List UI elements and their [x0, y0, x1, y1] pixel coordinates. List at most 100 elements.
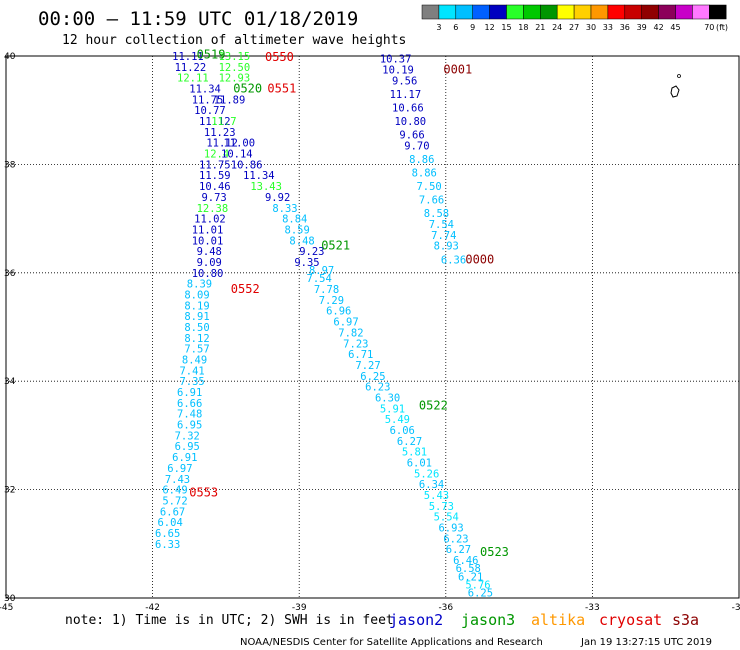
lat-tick-label: 30 [4, 594, 16, 604]
wave-height-label: 12.11 [177, 73, 209, 85]
colorbar-swatch [624, 4, 642, 20]
wave-height-label: 5.72 [162, 495, 187, 507]
wave-height-label: 8.48 [289, 235, 314, 247]
colorbar-swatch [472, 4, 490, 20]
pass-time-label: 0519 [197, 47, 226, 61]
colorbar-label: 12 [485, 23, 495, 32]
pass-time-label: 0520 [233, 82, 262, 96]
wave-height-label: 11.75 [192, 94, 224, 106]
legend-jason2: jason2 [389, 611, 443, 629]
wave-height-label: 7.50 [416, 181, 441, 193]
wave-height-label: 8.49 [182, 355, 207, 367]
wave-height-label: 11.11 [172, 51, 204, 63]
wave-height-label: 8.50 [184, 322, 209, 334]
wave-height-label: 7.78 [314, 284, 339, 296]
wave-height-label: 7.82 [338, 327, 363, 339]
pass-time-label: 0523 [480, 545, 509, 559]
wave-height-label: 6.36 [441, 254, 466, 266]
wave-height-label: 8.86 [412, 168, 437, 180]
wave-height-label: 10.19 [382, 65, 414, 77]
wave-height-label: 7.32 [175, 430, 200, 442]
colorbar-label: 9 [470, 23, 475, 32]
wave-height-label: 11.12 [199, 116, 231, 128]
track-west-descending: 13.1512.5012.9311.8911.711.0010.1410.861… [211, 51, 493, 600]
wave-height-label: 9.23 [299, 246, 324, 258]
colorbar-label: 45 [670, 23, 680, 32]
wave-height-label: 12.4 [204, 149, 229, 161]
wave-height-label: 5.91 [380, 403, 405, 415]
colorbar-swatch [658, 4, 676, 20]
wave-height-label: 11.89 [214, 94, 246, 106]
wave-height-tracks: 11.1111.2212.1111.3411.7510.7711.1211.23… [155, 51, 493, 600]
lon-tick-label: -45 [0, 603, 13, 613]
wave-height-label: 7.23 [343, 338, 368, 350]
wave-height-label: 8.84 [282, 214, 307, 226]
island-shape [670, 85, 680, 98]
wave-height-label: 10.80 [192, 268, 224, 280]
wave-height-label: 6.23 [443, 533, 468, 545]
pass-time-label: 0000 [465, 252, 494, 266]
wave-height-label: 8.33 [272, 203, 297, 215]
wave-height-label: 7.74 [431, 230, 456, 242]
wave-height-label: 11.17 [390, 89, 422, 101]
colorbar-swatch [489, 4, 507, 20]
colorbar-swatch [556, 4, 575, 20]
colorbar-label: 21 [535, 23, 545, 32]
lat-tick-label: 34 [4, 377, 16, 387]
wave-height-label: 6.33 [155, 539, 180, 551]
lon-tick-label: -42 [145, 603, 160, 613]
wave-height-label: 9.48 [197, 246, 222, 258]
wave-height-label: 12.50 [219, 62, 251, 74]
pass-time-labels: 0519 0550 0001 0520 0551 0521 0000 0552 0522 0553… [189, 47, 509, 559]
wave-height-label: 6.01 [407, 458, 432, 470]
wave-height-label: 6.95 [175, 441, 200, 453]
wave-height-label: 10.66 [392, 102, 424, 114]
wave-height-label: 11.75 [199, 159, 231, 171]
wave-height-label: 7.54 [307, 273, 332, 285]
wave-height-label: 11.7 [211, 116, 236, 128]
legend-cryosat: cryosat [599, 611, 662, 629]
colorbar-swatch [455, 4, 473, 20]
wave-height-label: 6.71 [348, 349, 373, 361]
pass-time-label: 0521 [321, 239, 350, 253]
colorbar-swatch [540, 4, 558, 20]
islet-shape [677, 74, 681, 78]
pass-time-label: 0553 [189, 485, 218, 499]
lon-tick-label: -39 [292, 603, 307, 613]
lon-tick-label: -30 [732, 603, 740, 613]
colorbar-swatch [438, 4, 457, 20]
colorbar: 3 6 9 12 15 18 21 24 27 30 33 36 39 42 45 70 [421, 4, 727, 32]
colorbar-swatch [709, 4, 727, 20]
colorbar-unit: (ft) [716, 23, 728, 32]
colorbar-swatch [573, 4, 592, 20]
wave-height-label: 10.01 [192, 235, 224, 247]
legend-jason3: jason3 [461, 611, 515, 629]
legend-note: note: 1) Time is in UTC; 2) SWH is in fe… [65, 613, 394, 628]
wave-height-label: 10.80 [394, 116, 426, 128]
wave-height-label: 6.23 [365, 382, 390, 394]
wave-height-label: 12.38 [197, 203, 229, 215]
wave-height-label: 9.09 [197, 257, 222, 269]
colorbar-label: 70 [704, 23, 714, 32]
wave-height-label: 11.00 [223, 138, 255, 150]
wave-height-label: 11.34 [243, 170, 275, 182]
legend-altika: altika [531, 611, 585, 629]
wave-height-label: 6.95 [177, 420, 202, 432]
wave-height-label: 6.96 [326, 306, 351, 318]
wave-height-label: 5.49 [385, 414, 410, 426]
lat-tick-label: 40 [4, 52, 16, 62]
colorbar-swatch [421, 4, 440, 20]
wave-height-label: 6.97 [167, 463, 192, 475]
wave-height-label: 11.01 [192, 224, 224, 236]
pass-time-label: 0522 [419, 399, 448, 413]
lat-tick-label: 38 [4, 160, 16, 170]
wave-height-label: 8.12 [184, 333, 209, 345]
wave-height-label: 6.46 [453, 555, 478, 567]
wave-height-label: 7.27 [355, 360, 380, 372]
footer-credit: NOAA/NESDIS Center for Satellite Applica… [240, 637, 543, 648]
wave-height-label: 5.26 [414, 468, 439, 480]
wave-height-label: 6.04 [157, 517, 182, 529]
wave-height-label: 6.34 [419, 479, 444, 491]
track-far-west: 11.1111.2212.1111.3411.7510.7711.1211.23… [155, 51, 238, 551]
